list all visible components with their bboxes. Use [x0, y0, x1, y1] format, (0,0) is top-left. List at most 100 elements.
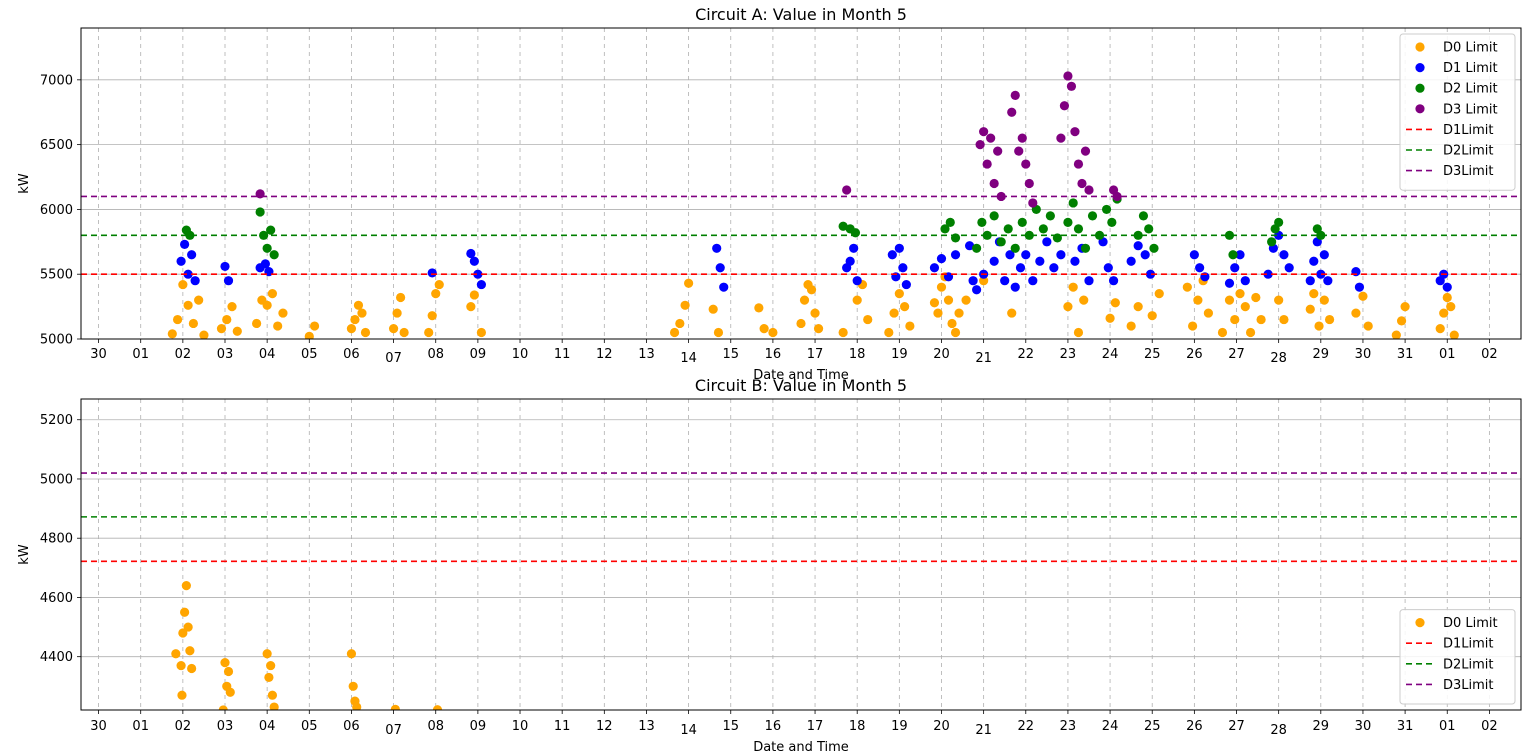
- y-tick-label: 4400: [40, 650, 73, 665]
- x-tick-label: 30: [1355, 347, 1372, 362]
- x-tick-label: 27: [1228, 347, 1245, 362]
- data-point: [1010, 243, 1020, 253]
- data-point: [1314, 321, 1324, 331]
- x-tick-label: 28: [1270, 351, 1287, 366]
- x-tick-label: 31: [1397, 347, 1414, 362]
- data-point: [1305, 304, 1315, 314]
- data-point: [842, 185, 852, 195]
- data-point: [1103, 263, 1113, 273]
- data-point: [466, 248, 476, 259]
- chart-title: Circuit A: Value in Month 5: [695, 5, 907, 24]
- data-point: [852, 295, 862, 305]
- data-point: [473, 269, 483, 279]
- data-point: [1224, 295, 1235, 305]
- data-point: [262, 243, 272, 253]
- data-point: [190, 276, 200, 286]
- data-point: [806, 285, 817, 295]
- x-tick-label: 16: [765, 347, 782, 362]
- data-point: [392, 308, 402, 318]
- data-point: [950, 250, 961, 260]
- legend: D0 Limit D1 Limit D2 Limit D3 Limit D1Limit D…: [1399, 33, 1516, 191]
- data-point: [1133, 302, 1143, 312]
- data-point: [1010, 282, 1020, 292]
- x-tick-label: 10: [512, 719, 529, 734]
- data-point: [227, 302, 237, 312]
- x-tick-label: 13: [638, 347, 655, 362]
- data-point: [266, 660, 276, 671]
- x-tick-label: 06: [343, 719, 360, 734]
- data-point: [223, 666, 234, 677]
- x-tick-label: 21: [975, 723, 992, 738]
- x-tick-label: 19: [891, 347, 908, 362]
- data-point: [188, 318, 198, 329]
- data-point: [187, 663, 197, 674]
- data-point: [982, 230, 992, 240]
- data-point: [176, 256, 186, 266]
- data-point: [1316, 269, 1326, 279]
- legend-marker: [1415, 83, 1425, 93]
- data-point: [1323, 276, 1333, 286]
- data-point: [1391, 330, 1401, 339]
- x-tick-label: 08: [427, 347, 444, 362]
- data-point: [264, 672, 274, 683]
- data-point: [260, 259, 270, 269]
- data-point: [1305, 276, 1315, 286]
- y-tick-label: 5500: [40, 268, 73, 283]
- data-point: [1217, 327, 1228, 338]
- data-point: [1358, 291, 1368, 301]
- data-point: [183, 269, 193, 279]
- data-point: [1319, 295, 1329, 305]
- x-tick-label: 13: [638, 719, 655, 734]
- data-point: [1230, 314, 1240, 325]
- data-point: [1319, 250, 1329, 260]
- data-point: [1256, 314, 1266, 325]
- data-point: [933, 308, 943, 318]
- data-point: [675, 318, 685, 329]
- data-point: [1449, 330, 1459, 339]
- data-point: [434, 279, 444, 290]
- data-point: [180, 239, 190, 250]
- data-point: [943, 295, 954, 305]
- data-point: [1193, 295, 1203, 305]
- x-tick-label: 24: [1102, 719, 1119, 734]
- x-tick-label: 02: [175, 347, 192, 362]
- data-point: [954, 308, 964, 318]
- x-tick-label: 18: [849, 719, 866, 734]
- legend-box: [1399, 609, 1516, 705]
- x-tick-label: 04: [259, 347, 276, 362]
- data-point: [977, 217, 987, 227]
- data-point: [849, 243, 859, 253]
- data-point: [1133, 241, 1143, 251]
- data-point: [936, 282, 947, 292]
- x-tick-label: 20: [933, 719, 950, 734]
- data-point: [945, 217, 955, 227]
- data-point: [476, 327, 486, 338]
- x-tick-label: 02: [175, 719, 192, 734]
- data-point: [680, 300, 690, 310]
- x-tick-label: 23: [1060, 719, 1077, 734]
- x-axis-label: Date and Time: [753, 740, 849, 754]
- data-point: [838, 327, 848, 338]
- legend-marker: [1415, 104, 1425, 114]
- data-point: [390, 704, 400, 710]
- data-point: [1110, 298, 1120, 308]
- chart-title: Circuit B: Value in Month 5: [695, 376, 907, 395]
- data-point: [346, 324, 357, 334]
- data-point: [1000, 276, 1010, 286]
- x-tick-label: 08: [427, 719, 444, 734]
- data-point: [1251, 292, 1261, 303]
- y-tick-label: 5000: [40, 472, 73, 487]
- x-tick-label: 30: [90, 347, 107, 362]
- data-point: [269, 250, 279, 260]
- x-tick-label: 29: [1313, 719, 1330, 734]
- data-point: [1442, 282, 1452, 292]
- x-tick-label: 22: [1018, 347, 1035, 362]
- data-point: [1442, 292, 1452, 303]
- legend-box: [1399, 33, 1516, 191]
- data-point: [1028, 276, 1038, 286]
- data-point: [1144, 224, 1154, 234]
- data-point: [1059, 101, 1070, 111]
- data-point: [199, 330, 209, 339]
- data-point: [220, 658, 230, 668]
